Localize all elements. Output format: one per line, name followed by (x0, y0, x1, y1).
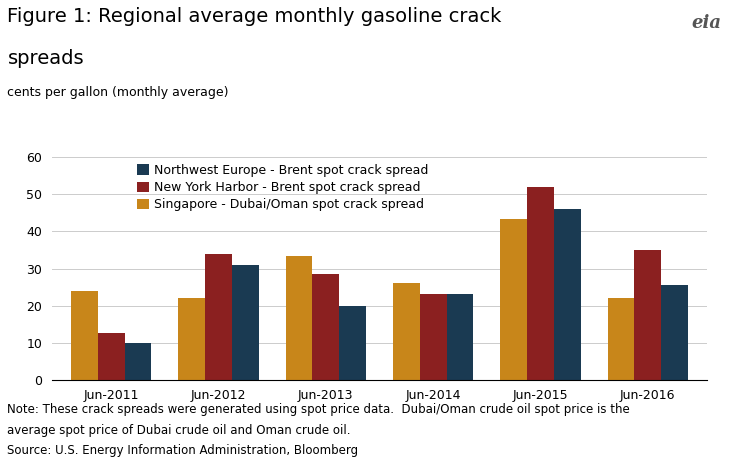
Bar (124, 343, 151, 380)
Bar (179, 298, 205, 380)
Bar (527, 187, 554, 380)
Bar (635, 250, 661, 380)
Bar (420, 294, 446, 380)
Legend: Northwest Europe - Brent spot crack spread, New York Harbor - Brent spot crack s: Northwest Europe - Brent spot crack spre… (137, 163, 429, 212)
Text: cents per gallon (monthly average): cents per gallon (monthly average) (7, 86, 229, 99)
Bar (232, 265, 259, 380)
Bar (312, 274, 339, 380)
Text: Source: U.S. Energy Information Administration, Bloomberg: Source: U.S. Energy Information Administ… (7, 444, 359, 457)
Bar (554, 209, 580, 380)
Bar (286, 256, 312, 380)
Bar (339, 306, 366, 380)
Bar (608, 298, 635, 380)
Text: Figure 1: Regional average monthly gasoline crack: Figure 1: Regional average monthly gasol… (7, 7, 501, 26)
Bar (661, 285, 688, 380)
Text: average spot price of Dubai crude oil and Oman crude oil.: average spot price of Dubai crude oil an… (7, 424, 351, 437)
Bar (97, 333, 124, 380)
Text: spreads: spreads (7, 49, 84, 68)
Bar (71, 291, 97, 380)
Bar (446, 294, 473, 380)
Bar (205, 254, 232, 380)
Bar (393, 283, 420, 380)
Text: eia: eia (692, 14, 722, 32)
Text: Note: These crack spreads were generated using spot price data.  Dubai/Oman crud: Note: These crack spreads were generated… (7, 403, 630, 416)
Bar (500, 219, 527, 380)
